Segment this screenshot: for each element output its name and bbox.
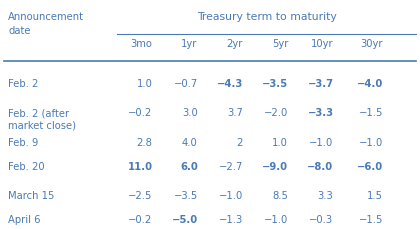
Text: −2.0: −2.0 <box>264 108 288 118</box>
Text: 11.0: 11.0 <box>127 162 152 172</box>
Text: −4.3: −4.3 <box>217 79 243 89</box>
Text: April 6: April 6 <box>8 214 41 224</box>
Text: −3.5: −3.5 <box>262 79 288 89</box>
Text: 30yr: 30yr <box>360 39 383 49</box>
Text: March 15: March 15 <box>8 190 55 200</box>
Text: Feb. 2: Feb. 2 <box>8 79 39 89</box>
Text: −1.0: −1.0 <box>309 137 333 147</box>
Text: Announcement
date: Announcement date <box>8 12 84 35</box>
Text: 3.7: 3.7 <box>227 108 243 118</box>
Text: −1.0: −1.0 <box>359 137 383 147</box>
Text: 1.0: 1.0 <box>136 79 152 89</box>
Text: −0.2: −0.2 <box>128 214 152 224</box>
Text: −1.5: −1.5 <box>359 214 383 224</box>
Text: 3.3: 3.3 <box>318 190 333 200</box>
Text: 8.5: 8.5 <box>272 190 288 200</box>
Text: −3.5: −3.5 <box>173 190 198 200</box>
Text: −0.2: −0.2 <box>128 108 152 118</box>
Text: Feb. 20: Feb. 20 <box>8 162 45 172</box>
Text: 2yr: 2yr <box>226 39 243 49</box>
Text: Feb. 2 (after
market close): Feb. 2 (after market close) <box>8 108 76 130</box>
Text: −3.7: −3.7 <box>307 79 333 89</box>
Text: −2.5: −2.5 <box>128 190 152 200</box>
Text: −1.3: −1.3 <box>219 214 243 224</box>
Text: 2.8: 2.8 <box>136 137 152 147</box>
Text: −3.3: −3.3 <box>307 108 333 118</box>
Text: 5yr: 5yr <box>272 39 288 49</box>
Text: −2.7: −2.7 <box>218 162 243 172</box>
Text: Treasury term to maturity: Treasury term to maturity <box>197 12 336 22</box>
Text: −5.0: −5.0 <box>171 214 198 224</box>
Text: −0.7: −0.7 <box>173 79 198 89</box>
Text: −4.0: −4.0 <box>357 79 383 89</box>
Text: Feb. 9: Feb. 9 <box>8 137 39 147</box>
Text: −1.5: −1.5 <box>359 108 383 118</box>
Text: −1.0: −1.0 <box>264 214 288 224</box>
Text: 10yr: 10yr <box>311 39 333 49</box>
Text: 1yr: 1yr <box>181 39 198 49</box>
Text: 1.0: 1.0 <box>272 137 288 147</box>
Text: 1.5: 1.5 <box>367 190 383 200</box>
Text: 3mo: 3mo <box>131 39 152 49</box>
Text: −0.3: −0.3 <box>310 214 333 224</box>
Text: −1.0: −1.0 <box>219 190 243 200</box>
Text: 6.0: 6.0 <box>180 162 198 172</box>
Text: 4.0: 4.0 <box>182 137 198 147</box>
Text: −6.0: −6.0 <box>357 162 383 172</box>
Text: 2: 2 <box>236 137 243 147</box>
Text: 3.0: 3.0 <box>182 108 198 118</box>
Text: −8.0: −8.0 <box>307 162 333 172</box>
Text: −9.0: −9.0 <box>262 162 288 172</box>
